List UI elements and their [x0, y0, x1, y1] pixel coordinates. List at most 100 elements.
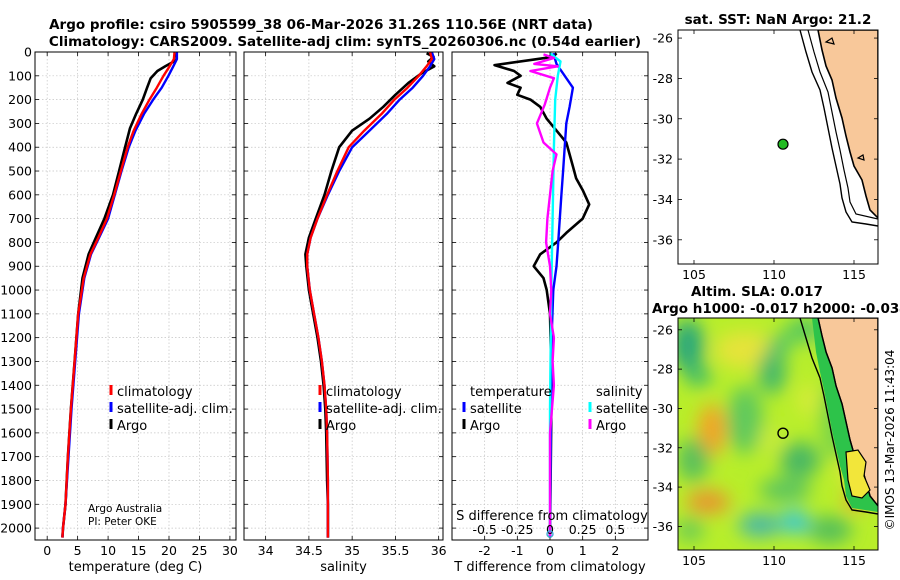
x-tick-label: 10	[100, 543, 116, 558]
y-tick-label: 1900	[0, 497, 32, 512]
legend-label: satellite	[470, 402, 522, 417]
series-line-t-argo	[493, 52, 591, 538]
legend-label: satellite	[596, 402, 648, 417]
y-tick-label: 300	[8, 116, 32, 131]
credit-program: Argo Australia	[88, 503, 162, 515]
x-tick-label: -2	[478, 543, 490, 558]
x-tick-label: 35	[344, 543, 360, 558]
x-tick-label: 36	[431, 543, 447, 558]
y-tick-label: 1500	[0, 402, 32, 417]
map-x-tick-label: 110	[762, 553, 786, 568]
y-tick-label: 700	[8, 211, 32, 226]
series-group-salinity	[304, 52, 436, 538]
map-y-tick-label: -36	[653, 232, 673, 247]
sla-map-frame	[677, 317, 879, 551]
x-axis-label: T difference from climatology	[453, 560, 646, 575]
legend-label: climatology	[117, 385, 193, 400]
x-axis-label: salinity	[320, 560, 367, 575]
y-tick-label: 0	[24, 45, 32, 60]
y-tick-label: 800	[8, 235, 32, 250]
top-tick-label: 0.5	[605, 522, 625, 537]
sst-map-argo-float-marker	[777, 138, 789, 150]
map-y-tick-label: -30	[653, 111, 673, 126]
y-tick-label: 1000	[0, 283, 32, 298]
x-tick-label: 30	[222, 543, 238, 558]
sst-map-title: sat. SST: NaN Argo: 21.2	[685, 12, 872, 28]
plot-area-salinity	[244, 52, 443, 540]
map-x-tick-label: 110	[762, 267, 786, 282]
y-tick-label: 1700	[0, 449, 32, 464]
salinity-panel: 34 34.5 35 35.5 36 salinity climatology satelli…	[243, 51, 447, 575]
sla-map-shelf-contour	[799, 318, 878, 515]
x-tick-label: 35.5	[381, 543, 409, 558]
y-tick-label: 1100	[0, 306, 32, 321]
zero-marker	[546, 530, 554, 538]
legend-header-salinity: salinity	[596, 385, 643, 400]
series-line-climatology	[306, 52, 433, 538]
figure-title-line1: Argo profile: csiro 5905599_38 06-Mar-20…	[49, 17, 593, 33]
x-tick-label: 20	[161, 543, 177, 558]
y-tick-label: 1800	[0, 473, 32, 488]
y-tick-label: 900	[8, 259, 32, 274]
legend-label: Argo	[596, 419, 626, 434]
sst-map-axes: -26 -28 -30 -32 -34 -36 105 110 115	[653, 30, 878, 282]
y-tick-label: 100	[8, 68, 32, 83]
sst-map-land	[817, 30, 878, 220]
y-tick-label: 1300	[0, 354, 32, 369]
legend-label: satellite-adj. clim.	[326, 402, 442, 417]
sst-map-islands	[824, 37, 865, 161]
top-tick-label: 0.25	[569, 522, 597, 537]
sla-map-argo-float-marker	[777, 427, 789, 439]
series-group-temperature	[61, 52, 179, 538]
map-y-tick-label: -32	[653, 440, 673, 455]
map-y-tick-label: -32	[653, 152, 673, 167]
map-y-tick-label: -36	[653, 519, 673, 534]
map-y-tick-label: -30	[653, 401, 673, 416]
temperature-panel: 0100200300400500600700800900100011001200…	[0, 45, 238, 576]
y-tick-label: 600	[8, 187, 32, 202]
legend-label: Argo	[326, 419, 356, 434]
map-x-tick-label: 105	[682, 267, 706, 282]
map-x-tick-label: 115	[842, 267, 866, 282]
credit-pi: PI: Peter OKE	[88, 516, 157, 528]
y-tick-label: 1200	[0, 330, 32, 345]
x-tick-label: -1	[511, 543, 523, 558]
x-tick-label: 5	[74, 543, 82, 558]
axes-frame-salinity	[243, 51, 444, 541]
series-line-s-satellite	[548, 52, 562, 538]
series-line-climatology	[61, 52, 176, 538]
top-tick-label: -0.25	[501, 522, 533, 537]
x-tick-label: 34.5	[295, 543, 323, 558]
map-y-tick-label: -28	[653, 362, 673, 377]
sla-map-yellow-gulf	[845, 449, 871, 499]
x-tick-label: 34	[258, 543, 274, 558]
x-tick-label: 0	[43, 543, 51, 558]
sla-map-panel: Altim. SLA: 0.017 Argo h1000: -0.017 h20…	[652, 284, 900, 568]
series-line-t-satellite	[548, 52, 575, 538]
x-tick-label: 15	[131, 543, 147, 558]
y-tick-label: 1400	[0, 378, 32, 393]
y-tick-label: 200	[8, 92, 32, 107]
axes-frame-temperature	[34, 51, 237, 541]
top-axis-label: S difference from climatology	[456, 509, 648, 524]
sst-map-shelf-contour	[799, 30, 878, 227]
imos-timestamp: ©IMOS 13-Mar-2026 11:43:04	[883, 350, 897, 531]
map-y-tick-label: -28	[653, 71, 673, 86]
x-tick-label: 0	[546, 543, 554, 558]
map-y-tick-label: -26	[653, 31, 673, 46]
map-y-tick-label: -34	[653, 192, 673, 207]
y-tick-label: 1600	[0, 425, 32, 440]
map-y-tick-label: -34	[653, 480, 673, 495]
legend-label: climatology	[326, 385, 402, 400]
series-line-s-argo	[529, 53, 559, 538]
sst-map-shelf-contour-inner	[807, 30, 878, 220]
series-group-difference	[493, 52, 591, 538]
x-tick-label: 2	[611, 543, 619, 558]
legend-header-temperature: temperature	[470, 385, 552, 400]
top-tick-label: -0.5	[472, 522, 496, 537]
legend-label: Argo	[470, 419, 500, 434]
sla-map-subtitle: Argo h1000: -0.017 h2000: -0.034	[652, 301, 900, 317]
sst-map-frame	[677, 29, 879, 265]
map-x-tick-label: 105	[682, 553, 706, 568]
sla-heatmap	[678, 318, 878, 550]
